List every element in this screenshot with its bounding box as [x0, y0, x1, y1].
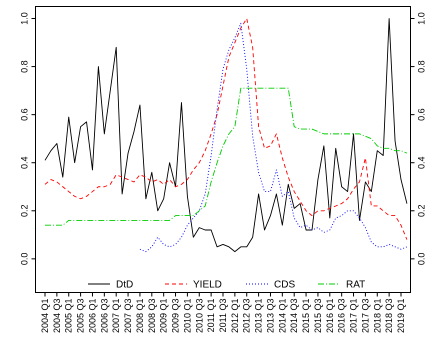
- x-tick-label: 2019 Q1: [396, 299, 406, 334]
- x-tick-label: 2004 Q1: [40, 299, 50, 334]
- x-tick-label: 2007 Q1: [111, 299, 121, 334]
- x-tick-label: 2017 Q3: [360, 299, 370, 334]
- x-tick-label: 2017 Q1: [349, 299, 359, 334]
- x-tick-label: 2011 Q3: [218, 299, 228, 333]
- legend-label-dtd: DtD: [116, 280, 133, 291]
- x-tick-label: 2009 Q3: [171, 299, 181, 334]
- x-tick-label: 2010 Q1: [182, 299, 192, 334]
- legend-label-yield: YIELD: [193, 280, 222, 291]
- x-tick-label: 2015 Q1: [301, 299, 311, 334]
- x-tick-label: 2005 Q1: [64, 299, 74, 334]
- x-tick-label: 2016 Q3: [337, 299, 347, 334]
- y-tick-label-right: 0.4: [417, 156, 427, 169]
- x-tick-label: 2007 Q3: [123, 299, 133, 334]
- x-tick-label: 2013 Q1: [254, 299, 264, 334]
- y-tick-label-left: 0.0: [20, 253, 30, 266]
- y-axis-left: 0.0 0.2 0.4 0.6 0.8 1.0: [20, 12, 36, 265]
- x-tick-label: 2013 Q3: [265, 299, 275, 334]
- y-axis-right: 0.0 0.2 0.4 0.6 0.8 1.0: [410, 12, 427, 266]
- x-tick-label: 2014 Q3: [289, 299, 299, 334]
- series-line-dtd: [44, 18, 408, 253]
- x-tick-label: 2016 Q1: [325, 299, 335, 334]
- x-tick-label: 2005 Q3: [76, 299, 86, 334]
- legend-label-rat: RAT: [346, 280, 365, 291]
- series-line-rat: [45, 87, 408, 226]
- y-tick-label-right: 0.8: [417, 60, 427, 73]
- y-tick-label-left: 0.2: [20, 205, 30, 218]
- y-tick-label-right: 1.0: [417, 12, 427, 25]
- x-tick-label: 2018 Q1: [372, 299, 382, 334]
- x-tick-label: 2008 Q3: [147, 299, 157, 334]
- x-tick-label: 2014 Q1: [277, 299, 287, 334]
- y-tick-label-left: 0.4: [20, 156, 30, 169]
- legend-label-cds: CDS: [274, 280, 295, 291]
- x-tick-label: 2004 Q3: [52, 299, 62, 334]
- x-tick-label: 2009 Q1: [159, 299, 169, 334]
- y-tick-label-left: 0.8: [20, 60, 30, 73]
- x-tick-label: 2012 Q3: [242, 299, 252, 334]
- y-tick-label-right: 0.6: [417, 108, 427, 121]
- y-tick-label-left: 0.6: [20, 108, 30, 121]
- x-tick-label: 2015 Q3: [313, 299, 323, 334]
- x-axis: 2004 Q1 2004 Q3 2005 Q1 2005 Q3 2006 Q1 2006 …: [40, 292, 406, 334]
- x-tick-label: 2012 Q1: [230, 299, 240, 334]
- y-tick-label-left: 1.0: [20, 12, 30, 25]
- x-tick-label: 2008 Q1: [135, 299, 145, 334]
- series-line-cds: [139, 22, 408, 253]
- x-tick-label: 2011 Q1: [206, 299, 216, 333]
- series-line-yield: [44, 18, 408, 240]
- series-layer: [44, 18, 408, 253]
- x-tick-label: 2018 Q3: [384, 299, 394, 334]
- legend: DtD YIELD CDS RAT: [88, 280, 365, 291]
- x-tick-label: 2006 Q1: [87, 299, 97, 334]
- y-tick-label-right: 0.2: [417, 205, 427, 218]
- y-tick-label-right: 0.0: [417, 253, 427, 266]
- x-tick-label: 2010 Q3: [194, 299, 204, 334]
- x-tick-label: 2006 Q3: [99, 299, 109, 334]
